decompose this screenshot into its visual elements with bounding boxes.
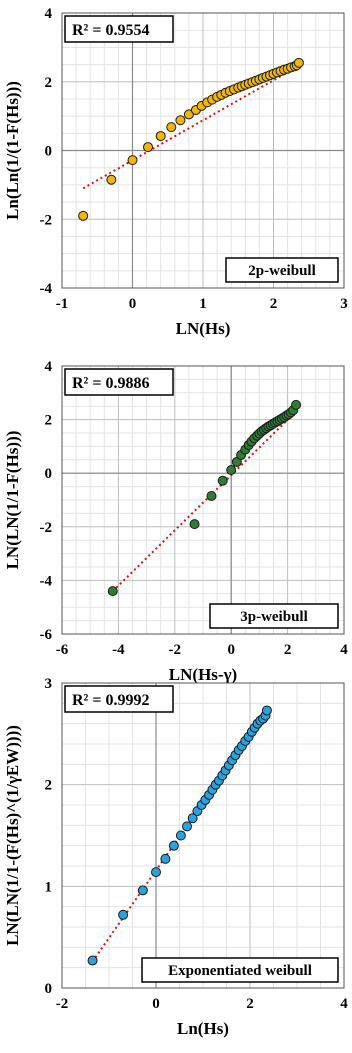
x-tick-label: 2: [284, 642, 292, 658]
y-tick-label: 2: [45, 778, 53, 794]
x-tick-label: -1: [56, 296, 69, 312]
trendline: [82, 65, 299, 190]
data-point: [206, 490, 217, 501]
x-tick-label: 2: [246, 996, 254, 1012]
data-point: [293, 57, 304, 68]
y-axis-title: LN(LN(1/1-(F(Hs)^(1/γEW)))): [3, 725, 22, 946]
data-point: [137, 885, 148, 896]
x-tick-label: 0: [152, 996, 160, 1012]
data-point: [106, 174, 117, 185]
x-tick-label: 0: [129, 296, 137, 312]
y-tick-label: -4: [40, 281, 53, 297]
y-tick-label: 4: [45, 359, 53, 375]
y-axis-title: Ln(Ln(1/(1-F(Hs))): [3, 81, 22, 220]
data-point: [182, 821, 193, 832]
x-tick-label: -6: [56, 642, 69, 658]
data-point: [151, 867, 161, 878]
y-tick-label: 0: [45, 981, 53, 997]
data-point: [187, 813, 198, 824]
y-tick-label: 3: [45, 676, 53, 692]
legend-box: [209, 603, 339, 629]
data-point: [160, 853, 171, 864]
data-point: [217, 475, 228, 486]
data-point: [166, 122, 177, 133]
x-tick-label: -4: [112, 642, 125, 658]
legend-label: 2p-weibull: [248, 263, 316, 279]
y-axis-title: LN(LN(1/1-F(Hs))): [3, 431, 22, 570]
y-tick-label: 0: [45, 144, 53, 160]
data-point: [168, 840, 179, 851]
x-axis-title: LN(Hs-γ): [169, 665, 237, 684]
y-tick-label: -4: [40, 573, 53, 589]
data-point: [78, 210, 89, 221]
y-tick-label: -6: [40, 627, 53, 643]
data-point: [189, 519, 200, 530]
plot-border: [61, 682, 345, 989]
r-squared-box: [64, 15, 174, 43]
y-tick-label: 4: [45, 6, 53, 22]
data-point: [107, 586, 118, 597]
legend-label: 3p-weibull: [240, 609, 308, 625]
x-axis-title: Ln(Hs): [177, 1019, 229, 1038]
plot-border: [61, 365, 345, 635]
r-squared-box: [64, 685, 174, 713]
y-tick-label: -2: [40, 520, 53, 536]
data-point: [183, 109, 194, 120]
y-tick-label: 2: [45, 413, 53, 429]
data-point: [175, 115, 186, 126]
x-tick-label: 4: [340, 996, 348, 1012]
data-point: [127, 155, 138, 166]
data-point: [87, 955, 98, 966]
r-squared-label: R² = 0.9992: [72, 692, 149, 709]
x-axis-title: LN(Hs): [176, 319, 231, 338]
data-point: [155, 131, 166, 142]
data-point: [261, 705, 272, 716]
trendline: [91, 710, 268, 963]
chart-panel-1: -1 0 1 2 3 -4 -2 0 2 4 LN(Hs) Ln(Ln(1/(1-F(Hs))) R² …: [3, 6, 348, 338]
legend-box: [225, 257, 339, 283]
r-squared-box: [64, 368, 174, 396]
r-squared-label: R² = 0.9554: [72, 22, 149, 39]
legend-label: Exponentiated weibull: [168, 963, 312, 979]
y-tick-label: 2: [45, 75, 53, 91]
x-tick-label: 3: [340, 296, 348, 312]
chart-panel-2: -6 -4 -2 0 2 4 -6 -4 -2 0 2 4 LN(Hs-γ) LN(LN(1/1-F(Hs…: [3, 359, 348, 684]
data-point: [291, 399, 302, 410]
data-point: [143, 142, 154, 153]
y-tick-label: 1: [45, 879, 53, 895]
y-tick-label: 0: [45, 466, 53, 482]
x-tick-label: -2: [56, 996, 69, 1012]
data-point: [118, 909, 129, 920]
x-tick-label: 4: [340, 642, 348, 658]
x-tick-label: 2: [270, 296, 278, 312]
x-tick-label: 0: [227, 642, 235, 658]
x-tick-label: -2: [169, 642, 182, 658]
data-point: [175, 830, 186, 841]
data-point: [226, 464, 237, 475]
chart-panel-3: -2 0 2 40123Ln(Hs)LN(LN(1/1-(F(Hs)^(1/γEW))…: [3, 676, 348, 1038]
r-squared-label: R² = 0.9886: [72, 375, 149, 392]
legend-box: [141, 957, 339, 983]
x-tick-label: 1: [199, 296, 207, 312]
y-tick-label: -2: [40, 212, 53, 228]
plot-border: [61, 12, 345, 289]
